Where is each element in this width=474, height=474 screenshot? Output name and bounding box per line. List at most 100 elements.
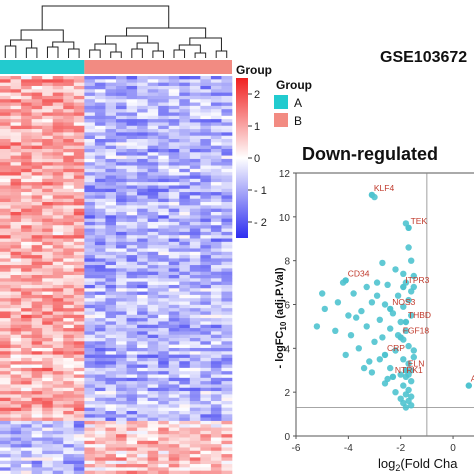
heatmap-cell — [10, 112, 22, 117]
heatmap-cell — [200, 314, 212, 319]
heatmap-cell — [168, 268, 180, 272]
heatmap-cell — [179, 294, 191, 299]
heatmap-cell — [189, 374, 201, 379]
heatmap-cell — [137, 175, 148, 180]
heatmap-cell — [126, 119, 138, 123]
heatmap-cell — [168, 284, 180, 289]
heatmap-cell — [179, 437, 191, 442]
heatmap-cell — [126, 238, 138, 243]
heatmap-cell — [168, 278, 180, 282]
heatmap-cell — [147, 261, 159, 266]
point-label: THBD — [408, 310, 431, 320]
heatmap-cell — [63, 278, 75, 282]
heatmap-cell — [94, 304, 106, 309]
heatmap-cell — [84, 454, 96, 458]
heatmap-cell — [105, 158, 117, 163]
heatmap-cell — [84, 211, 96, 216]
heatmap-cell — [94, 265, 106, 269]
heatmap-cell — [21, 424, 32, 428]
heatmap-cell — [126, 311, 138, 316]
heatmap-cell — [63, 122, 75, 127]
heatmap-cell — [10, 308, 22, 312]
heatmap-cell — [42, 175, 54, 180]
heatmap-cell — [52, 215, 64, 219]
heatmap-cell — [84, 258, 96, 263]
heatmap-cell — [42, 145, 54, 150]
heatmap-cell — [42, 414, 54, 418]
heatmap-cell — [10, 192, 22, 196]
heatmap-cell — [31, 278, 43, 282]
heatmap-cell — [63, 235, 75, 239]
heatmap-cell — [21, 122, 32, 127]
heatmap-cell — [63, 85, 75, 90]
heatmap-cell — [158, 314, 170, 319]
heatmap-cell — [63, 99, 75, 103]
heatmap-cell — [31, 195, 43, 200]
point-label: FGF18 — [403, 325, 430, 335]
heatmap-cell — [0, 182, 11, 186]
heatmap-cell — [168, 437, 180, 442]
heatmap-cell — [0, 271, 11, 276]
heatmap-cell — [42, 430, 54, 435]
heatmap-cell — [158, 172, 170, 176]
heatmap-cell — [126, 102, 138, 107]
heatmap-cell — [84, 188, 96, 193]
heatmap-cell — [147, 142, 159, 146]
heatmap-cell — [137, 215, 148, 219]
heatmap-cell — [147, 208, 159, 213]
heatmap-cell — [84, 424, 96, 428]
heatmap-cell — [73, 92, 85, 97]
heatmap-cell — [0, 384, 11, 389]
heatmap-cell — [21, 268, 32, 272]
heatmap-cell — [147, 265, 159, 269]
data-point — [397, 371, 404, 378]
heatmap-cell — [31, 344, 43, 349]
heatmap-cell — [179, 162, 191, 166]
heatmap-cell — [84, 420, 96, 425]
heatmap-cell — [147, 148, 159, 153]
heatmap-cell — [84, 155, 96, 160]
heatmap-cell — [137, 125, 148, 130]
heatmap-cell — [189, 387, 201, 392]
heatmap-cell — [200, 407, 212, 412]
heatmap-cell — [200, 308, 212, 312]
heatmap-cell — [179, 225, 191, 229]
heatmap-cell — [221, 261, 233, 266]
y-tick-label: 4 — [284, 344, 290, 355]
heatmap-cell — [147, 440, 159, 445]
heatmap-cell — [84, 268, 96, 272]
heatmap-cell — [116, 92, 127, 97]
heatmap-cell — [168, 195, 180, 200]
heatmap-cell — [105, 109, 117, 113]
heatmap-cell — [73, 175, 85, 180]
heatmap-cell — [147, 228, 159, 233]
heatmap-cell — [94, 248, 106, 253]
heatmap-cell — [200, 284, 212, 289]
heatmap-cell — [63, 142, 75, 146]
heatmap-cell — [63, 92, 75, 97]
heatmap-cell — [105, 185, 117, 190]
heatmap-cell — [147, 377, 159, 382]
heatmap-cell — [189, 162, 201, 166]
heatmap-cell — [147, 82, 159, 87]
heatmap-cell — [200, 238, 212, 243]
heatmap-cell — [137, 308, 148, 312]
heatmap-cell — [10, 347, 22, 352]
data-point — [408, 312, 415, 319]
heatmap-cell — [94, 460, 106, 465]
heatmap-cell — [42, 109, 54, 113]
heatmap-cell — [126, 261, 138, 266]
heatmap-cell — [126, 155, 138, 160]
heatmap-cell — [179, 99, 191, 103]
heatmap-cell — [221, 265, 233, 269]
heatmap-cell — [210, 231, 222, 236]
heatmap-cell — [0, 165, 11, 170]
heatmap-cell — [200, 271, 212, 276]
heatmap-cell — [42, 301, 54, 306]
heatmap-cell — [158, 397, 170, 402]
heatmap-cell — [10, 139, 22, 143]
heatmap-cell — [52, 148, 64, 153]
heatmap-cell — [147, 211, 159, 216]
heatmap-cell — [0, 391, 11, 395]
heatmap-cell — [0, 205, 11, 209]
